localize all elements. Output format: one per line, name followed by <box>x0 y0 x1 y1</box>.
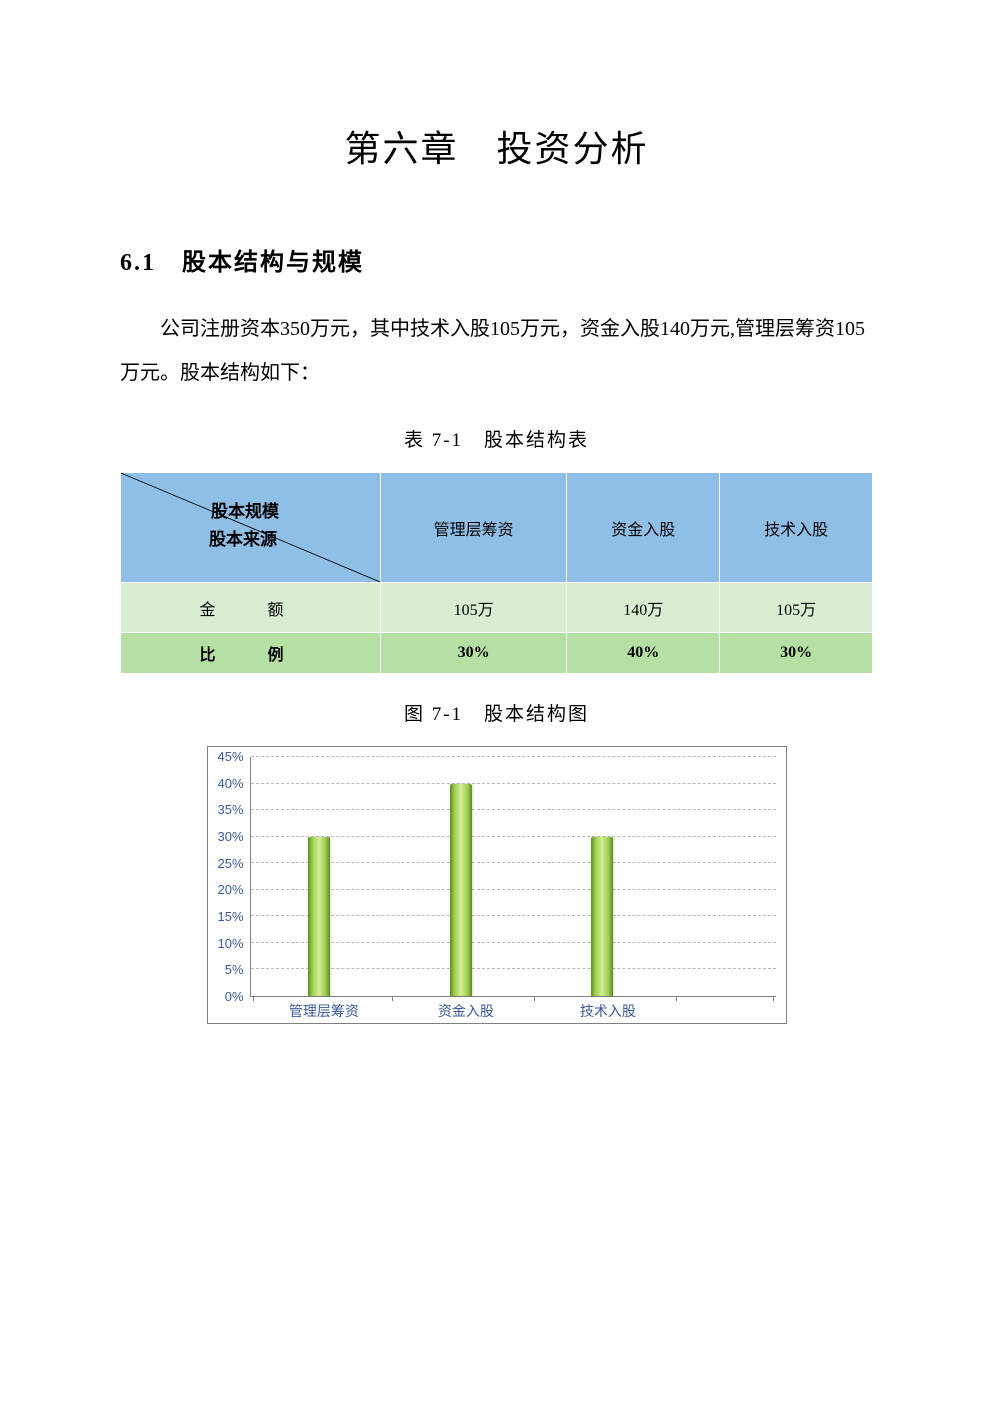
chart-gridline <box>251 809 776 810</box>
chart-bar <box>450 784 472 996</box>
table-col-header: 技术入股 <box>720 473 873 583</box>
diag-label-source: 股本来源 <box>209 525 277 550</box>
table-col-header: 资金入股 <box>567 473 720 583</box>
table-caption: 表 7-1 股本结构表 <box>120 425 873 452</box>
table-cell: 30% <box>720 633 873 674</box>
table-row: 金 额 105万 140万 105万 <box>121 583 873 633</box>
table-cell: 30% <box>381 633 567 674</box>
chart-gridline <box>251 783 776 784</box>
chart-gridline <box>251 756 776 757</box>
chart-bar <box>591 837 613 996</box>
chart-x-label: 资金入股 <box>438 1001 494 1021</box>
chart-y-axis-labels: 0%5%10%15%20%25%30%35%40%45% <box>218 750 250 990</box>
table-diagonal-header: 股本规模 股本来源 <box>121 473 381 583</box>
diag-label-scale: 股本规模 <box>211 497 279 522</box>
table-cell: 105万 <box>720 583 873 633</box>
equity-bar-chart: 0%5%10%15%20%25%30%35%40%45% 管理层筹资 资金入股 技术… <box>207 746 787 1024</box>
table-col-header: 管理层筹资 <box>381 473 567 583</box>
chart-x-label: 管理层筹资 <box>289 1001 359 1021</box>
chart-x-tick <box>253 996 254 1001</box>
table-row-label: 比 例 <box>121 633 381 674</box>
body-paragraph: 公司注册资本350万元，其中技术入股105万元，资金入股140万元,管理层筹资1… <box>120 307 873 395</box>
table-row: 比 例 30% 40% 30% <box>121 633 873 674</box>
table-row-label: 金 额 <box>121 583 381 633</box>
chart-plot-area <box>250 757 776 997</box>
chart-x-axis-labels: 管理层筹资 资金入股 技术入股 <box>256 997 776 1019</box>
chart-x-label: 技术入股 <box>580 1001 636 1021</box>
table-header-row: 股本规模 股本来源 管理层筹资 资金入股 技术入股 <box>121 473 873 583</box>
table-cell: 105万 <box>381 583 567 633</box>
equity-structure-table: 股本规模 股本来源 管理层筹资 资金入股 技术入股 金 额 105万 140万 … <box>120 472 873 674</box>
chart-bar <box>308 837 330 996</box>
chapter-title: 第六章 投资分析 <box>120 120 873 172</box>
table-cell: 140万 <box>567 583 720 633</box>
table-cell: 40% <box>567 633 720 674</box>
figure-caption: 图 7-1 股本结构图 <box>120 699 873 726</box>
section-title: 6.1 股本结构与规模 <box>120 242 873 277</box>
